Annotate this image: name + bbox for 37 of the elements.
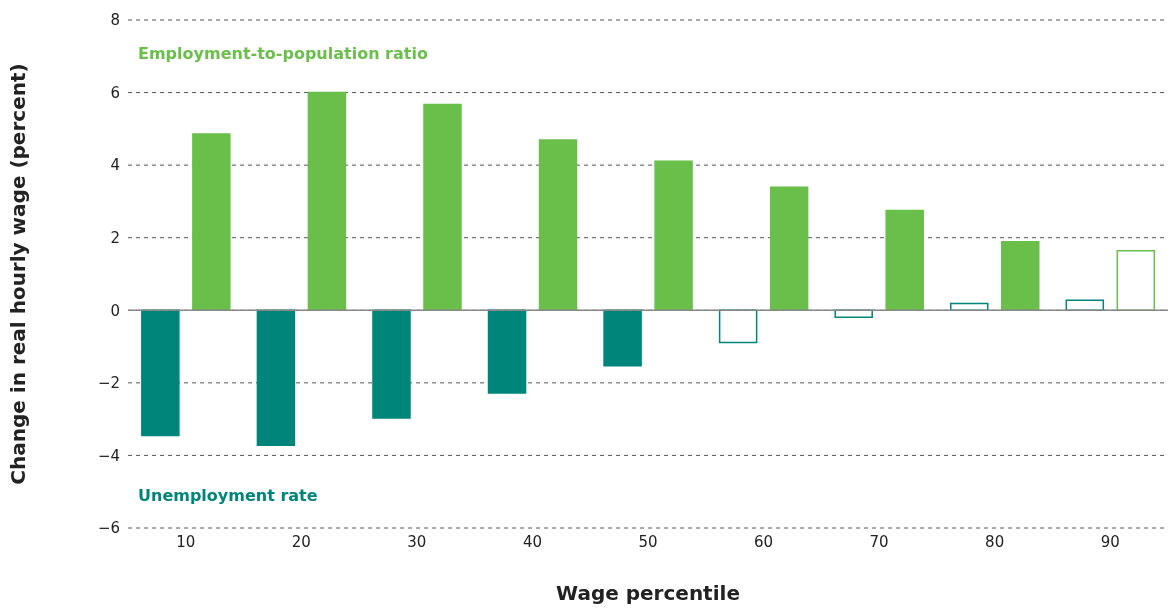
bar [885, 209, 924, 312]
bar [192, 133, 231, 312]
bar [141, 309, 180, 437]
x-tick-label: 80 [985, 532, 1005, 551]
y-axis-title: Change in real hourly wage (percent) [6, 63, 31, 485]
bar [423, 103, 462, 312]
x-tick-label: 70 [869, 532, 889, 551]
y-tick-label: −2 [97, 374, 120, 393]
bar [718, 309, 758, 344]
y-tick-label: 4 [110, 156, 120, 175]
bar [1065, 299, 1105, 312]
y-tick-label: 2 [110, 229, 120, 248]
bar [307, 91, 347, 312]
x-tick-label: 30 [407, 532, 427, 551]
y-tick-label: −4 [97, 446, 120, 465]
bar [372, 309, 411, 419]
bar [769, 186, 809, 312]
y-tick-label: −6 [97, 519, 120, 538]
bar [538, 139, 578, 312]
y-tick-label: 6 [110, 83, 120, 102]
bar [1001, 240, 1040, 312]
text: Unemployment rate [138, 486, 318, 505]
y-tick-label: 8 [110, 11, 120, 30]
bar [654, 160, 693, 312]
x-tick-label: 60 [754, 532, 774, 551]
x-tick-label: 10 [176, 532, 196, 551]
bar [603, 309, 642, 367]
bar [487, 309, 527, 394]
x-tick-label: 20 [291, 532, 311, 551]
bar [1116, 250, 1156, 312]
text: Employment-to-population ratio [138, 44, 428, 63]
x-tick-label: 90 [1100, 532, 1120, 551]
x-tick-label: 40 [522, 532, 542, 551]
x-axis-title: Wage percentile [556, 581, 740, 605]
x-tick-label: 50 [638, 532, 658, 551]
bar [256, 309, 296, 447]
y-tick-label: 0 [110, 301, 120, 320]
